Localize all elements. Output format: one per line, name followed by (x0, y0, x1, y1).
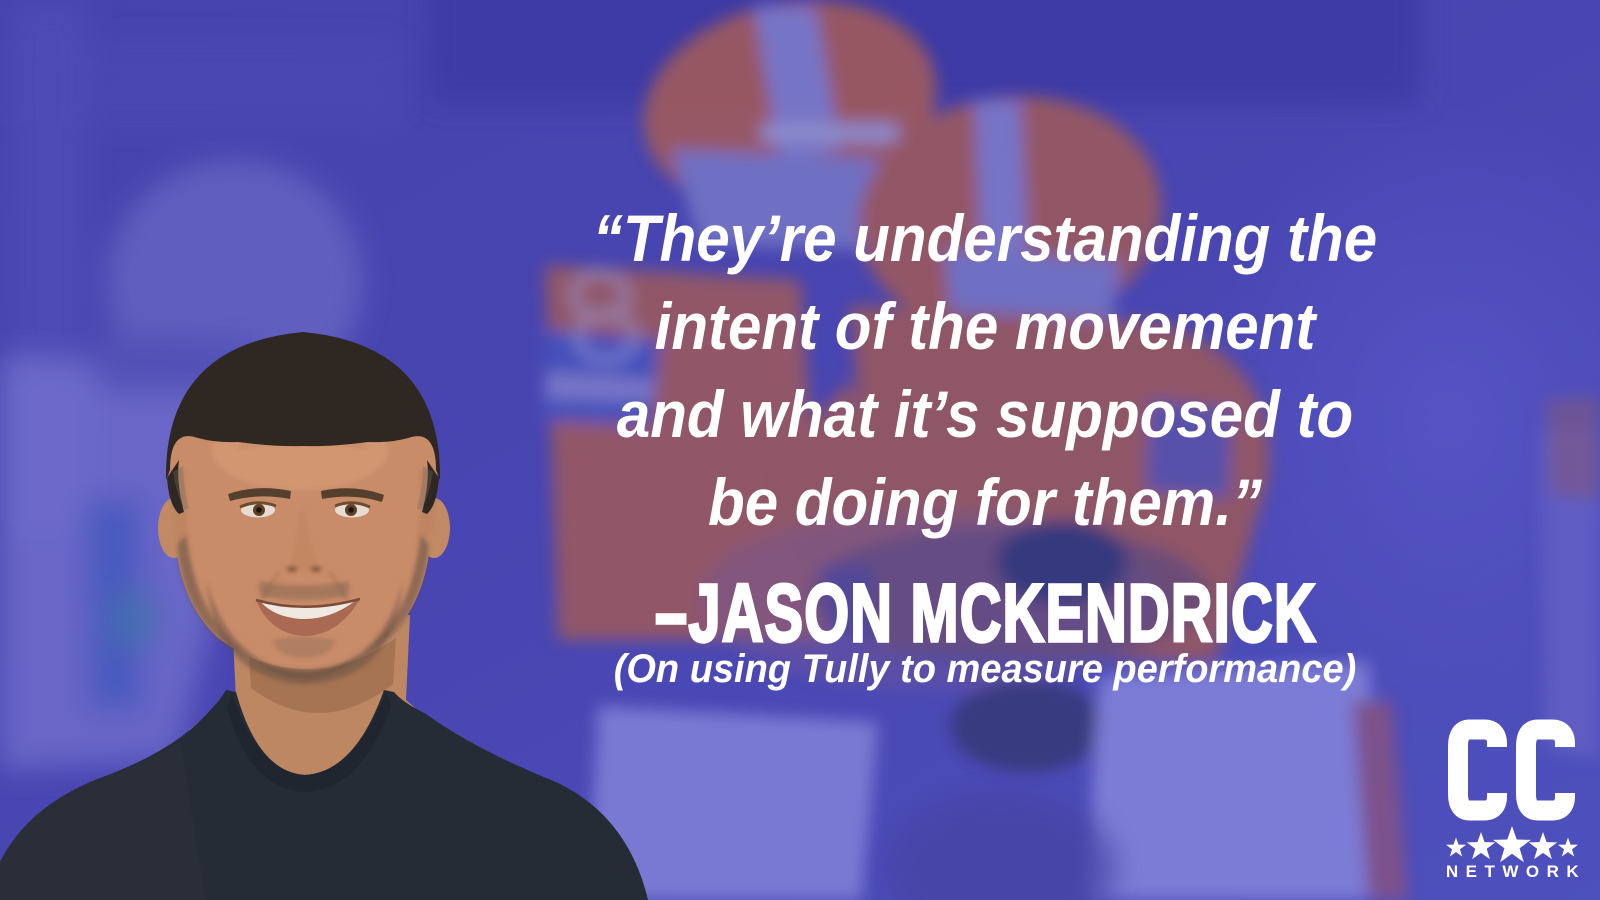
svg-text:NETWORK: NETWORK (1446, 862, 1586, 881)
